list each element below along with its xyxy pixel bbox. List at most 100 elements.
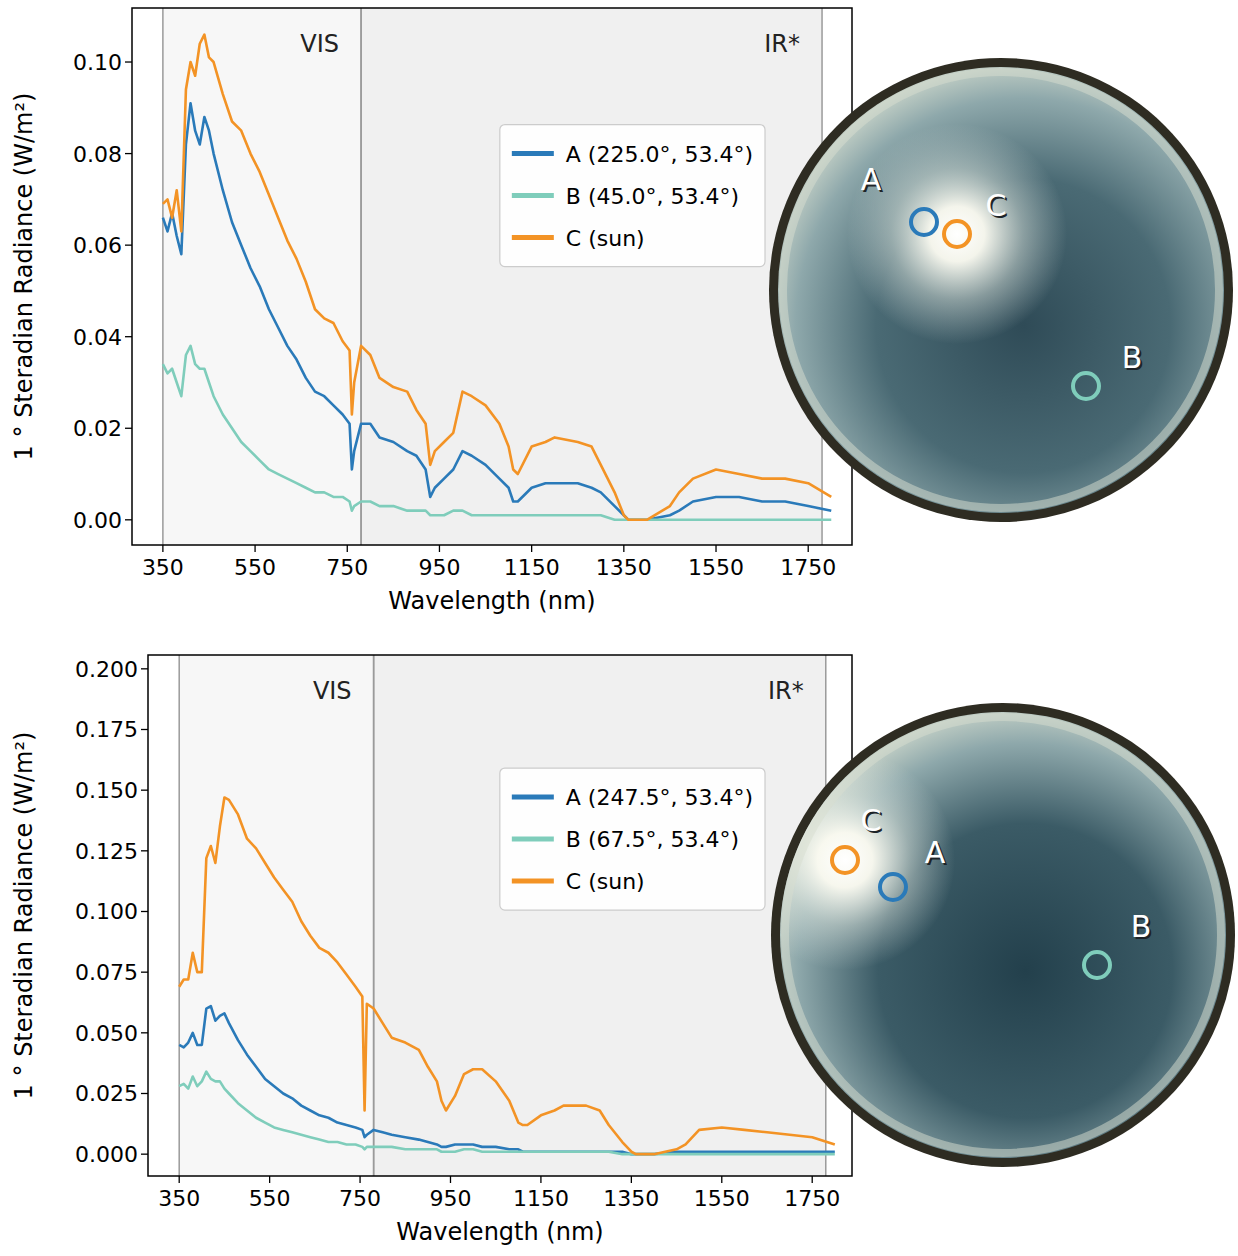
y-tick-label: 0.050 [75,1021,138,1046]
x-tick [631,1176,632,1183]
y-tick [141,729,148,730]
plot-frame [132,8,852,545]
y-tick [125,61,132,62]
y-tick [125,336,132,337]
y-tick-label: 0.175 [75,717,138,742]
region-label: VIS [313,677,352,705]
legend-swatch [512,235,554,240]
y-tick-label: 0.100 [75,899,138,924]
sky-marker [1073,373,1099,399]
legend-label: C (sun) [566,869,645,894]
region-label: IR* [764,30,800,58]
series-line [179,1006,835,1154]
y-tick [141,1093,148,1094]
y-tick-label: 0.02 [73,416,122,441]
chart: VISIR*35055075095011501350155017500.000.… [10,8,852,615]
x-tick-label: 1150 [513,1186,569,1211]
x-tick-label: 350 [142,555,184,580]
x-tick [439,545,440,552]
y-tick [125,428,132,429]
x-tick [347,545,348,552]
x-tick-label: 950 [429,1186,471,1211]
x-tick [812,1176,813,1183]
region [179,655,373,1176]
legend-label: A (247.5°, 53.4°) [566,785,753,810]
y-tick-label: 0.04 [73,325,122,350]
sky [778,67,1224,513]
y-tick-label: 0.150 [75,778,138,803]
image-label: C [986,188,1007,223]
regions [163,8,822,545]
x-tick [540,1176,541,1183]
legend-swatch [512,879,554,884]
x-tick-label: 950 [418,555,460,580]
sky-image: AABBCC [769,58,1233,522]
y-tick-label: 0.200 [75,657,138,682]
region-boundary [360,8,362,545]
legend-label: B (67.5°, 53.4°) [566,827,739,852]
legend-label: C (sun) [566,226,645,251]
x-tick-label: 1350 [596,555,652,580]
sky-marker [911,209,937,235]
legend-box [500,768,765,910]
y-tick [141,790,148,791]
x-tick [531,545,532,552]
x-tick [808,545,809,552]
y-tick-label: 0.00 [73,508,122,533]
sky-marker [1084,952,1110,978]
legend-label: B (45.0°, 53.4°) [566,184,739,209]
x-tick [162,545,163,552]
x-tick [269,1176,270,1183]
x-tick [623,545,624,552]
horizon-haze [783,72,1219,508]
y-tick [141,850,148,851]
x-tick [359,1176,360,1183]
region-boundary [178,655,180,1176]
y-tick [141,972,148,973]
legend-swatch [512,795,554,800]
lines [163,35,831,520]
plot-frame [148,655,852,1176]
sky-marker [880,874,906,900]
x-tick-label: 750 [339,1186,381,1211]
legend: A (225.0°, 53.4°)B (45.0°, 53.4°)C (sun) [500,125,765,267]
chart: VISIR*35055075095011501350155017500.0000… [10,655,852,1246]
plot-background [132,8,852,545]
region-boundary [373,655,375,1176]
image-label: A [925,835,946,870]
x-tick [715,545,716,552]
x-tick-label: 350 [158,1186,200,1211]
figure: VIS IR* 350 550 750 950 1150 1350 1550 1750 0.00 0.… [0,0,1238,1256]
legend-box [500,125,765,267]
x-tick-label: 550 [249,1186,291,1211]
series-line [163,346,831,520]
region-boundary [373,655,375,1176]
x-axis-title: Wavelength (nm) [388,587,595,615]
x-tick [179,1176,180,1183]
x-tick-label: 750 [326,555,368,580]
x-tick-label: 1750 [780,555,836,580]
y-axis-title: 1 ° Steradian Radiance (W/m²) [10,93,38,461]
series-line [179,1072,835,1155]
legend-swatch [512,837,554,842]
region-label: VIS [300,30,339,58]
x-axis-title: Wavelength (nm) [396,1218,603,1246]
y-tick-label: 0.125 [75,839,138,864]
regions [179,655,826,1176]
y-tick-label: 0.08 [73,142,122,167]
image-label: B [1131,909,1152,944]
series-line [163,35,831,520]
sky-marker [944,221,970,247]
y-axis-title: 1 ° Steradian Radiance (W/m²) [10,732,38,1100]
sky-marker [832,847,858,873]
y-tick [141,668,148,669]
region-boundary [360,8,362,545]
y-tick [125,153,132,154]
legend-swatch [512,193,554,198]
x-tick-label: 1750 [784,1186,840,1211]
x-tick-label: 1550 [688,555,744,580]
y-tick-label: 0.06 [73,233,122,258]
x-tick-label: 1550 [694,1186,750,1211]
x-tick [721,1176,722,1183]
horizon-haze [785,717,1221,1153]
